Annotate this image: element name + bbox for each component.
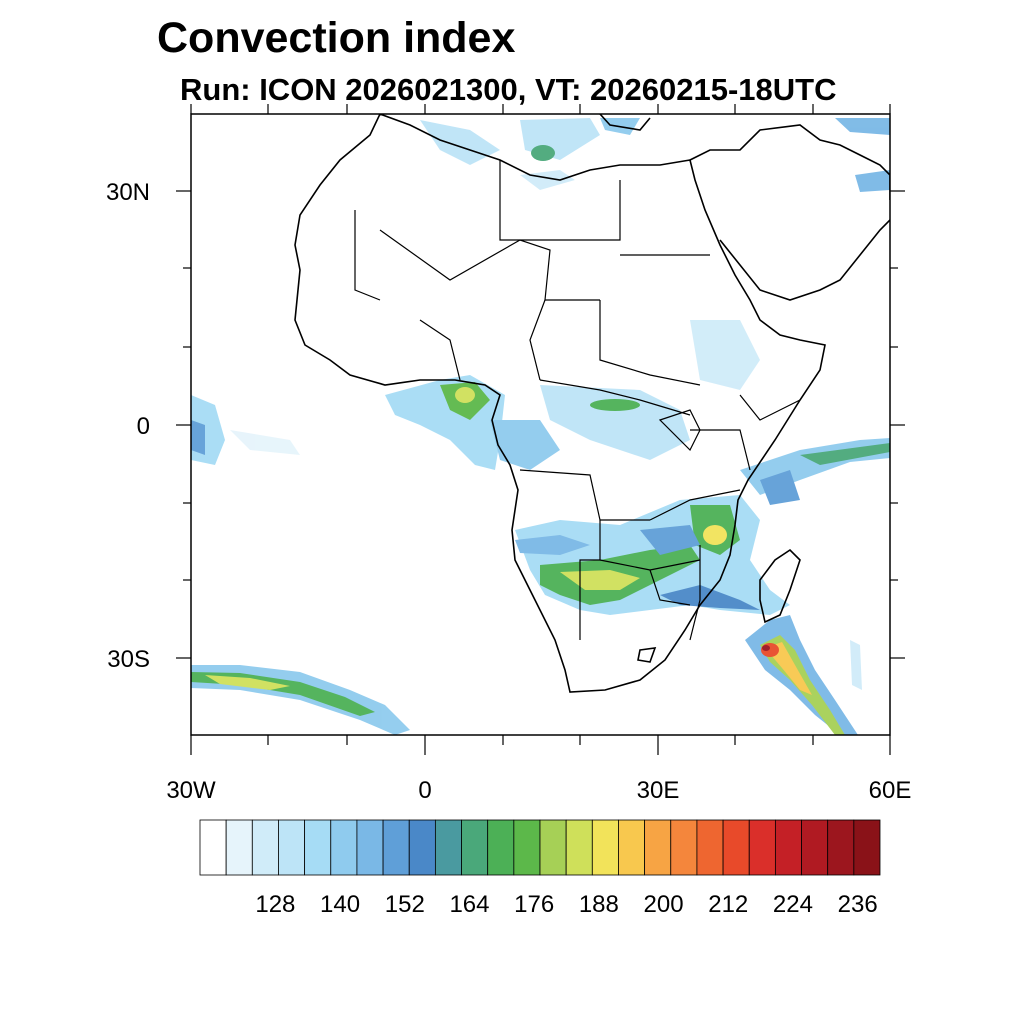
colorbar-swatch [748,819,776,876]
colorbar-label: 188 [579,891,619,918]
lon-label-0: 0 [418,777,431,804]
colorbar-swatch [382,819,410,876]
colorbar-swatch [251,819,279,876]
colorbar-swatch [670,819,698,876]
colorbar-swatch [696,819,724,876]
colorbar-swatch [199,819,227,876]
colorbar-swatch [644,819,672,876]
colorbar-swatch [356,819,384,876]
colorbar [199,819,881,876]
colorbar-label: 224 [773,891,813,918]
lon-label-60e: 60E [869,777,912,804]
axis-ticks [176,104,905,755]
colorbar-swatch [225,819,253,876]
colorbar-swatch [513,819,541,876]
colorbar-label: 176 [514,891,554,918]
colorbar-label: 212 [708,891,748,918]
colorbar-swatch [487,819,515,876]
lon-label-30e: 30E [637,777,680,804]
colorbar-label: 128 [255,891,295,918]
colorbar-swatch [461,819,489,876]
colorbar-label: 164 [449,891,489,918]
lat-label-0: 0 [137,413,150,440]
colorbar-labels: 128 140 152 164 176 188 200 212 224 236 [255,891,877,918]
coastlines [294,114,890,693]
colorbar-swatch [853,819,881,876]
colorbar-swatch [278,819,306,876]
colorbar-swatch [618,819,646,876]
map-subtitle: Run: ICON 2026021300, VT: 20260215-18UTC [180,72,837,107]
colorbar-swatch [304,819,332,876]
country-borders [354,160,801,641]
colorbar-swatch [539,819,567,876]
colorbar-swatch [565,819,593,876]
colorbar-swatch [434,819,462,876]
colorbar-label: 152 [385,891,425,918]
colorbar-swatch [722,819,750,876]
colorbar-swatch [801,819,829,876]
colorbar-label: 200 [644,891,684,918]
colorbar-swatch [408,819,436,876]
colorbar-swatch [591,819,619,876]
colorbar-label: 236 [838,891,878,918]
colorbar-swatch [330,819,358,876]
colorbar-swatch [827,819,855,876]
map-title: Convection index [157,14,516,62]
lat-label-30n: 30N [106,179,150,206]
lat-label-30s: 30S [107,646,150,673]
colorbar-swatch [774,819,802,876]
colorbar-label: 140 [320,891,360,918]
lon-label-30w: 30W [166,777,216,804]
